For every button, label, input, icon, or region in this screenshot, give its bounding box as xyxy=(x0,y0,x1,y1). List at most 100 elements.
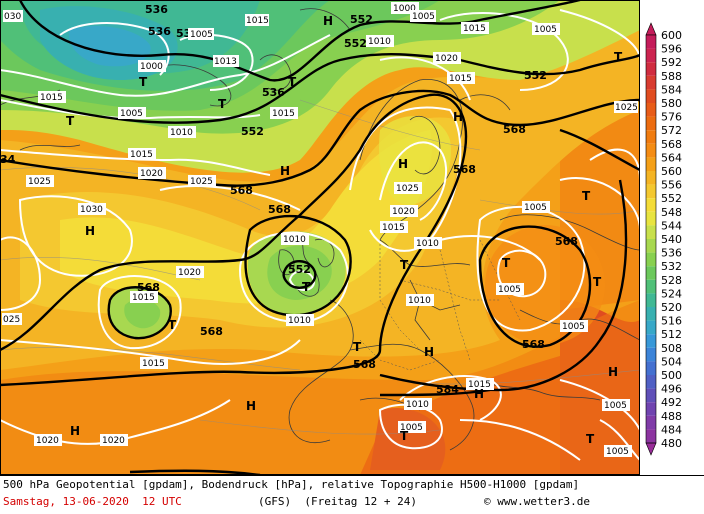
pressure-label: 1015 xyxy=(132,293,155,303)
legend-value: 544 xyxy=(661,219,682,232)
geopotential-label: 568 xyxy=(268,203,291,216)
legend-frame xyxy=(645,34,657,444)
pressure-label: 1005 xyxy=(120,109,143,119)
pressure-label: 1020 xyxy=(36,436,59,446)
low-marker: T xyxy=(586,432,595,446)
pressure-label: 1005 xyxy=(562,322,585,332)
legend-value: 580 xyxy=(661,97,682,110)
legend-value: 536 xyxy=(661,247,682,260)
pressure-label: 1030 xyxy=(80,205,103,215)
pressure-label: 1020 xyxy=(435,54,458,64)
geopotential-label: 568 xyxy=(555,235,578,248)
legend-swatch xyxy=(646,402,656,416)
pressure-label: 1005 xyxy=(412,12,435,22)
low-marker: T xyxy=(582,189,591,203)
legend-value: 520 xyxy=(661,301,682,314)
legend-swatch xyxy=(646,239,656,253)
legend-swatch xyxy=(646,48,656,63)
legend-swatch xyxy=(646,103,656,117)
low-marker: T xyxy=(302,280,311,294)
legend-swatch xyxy=(646,307,656,321)
legend-value: 532 xyxy=(661,260,682,273)
weather-map: 536 536 536 536 552 552 552 552 568 568 … xyxy=(0,0,640,475)
geopotential-label: 552 xyxy=(524,69,547,82)
caption-bar: 500 hPa Geopotential [gpdam], Bodendruck… xyxy=(0,475,704,514)
pressure-label: 1015 xyxy=(468,380,491,390)
legend-value: 488 xyxy=(661,410,682,423)
pressure-label: 1025 xyxy=(190,177,213,187)
legend-value: 500 xyxy=(661,369,682,382)
low-marker: T xyxy=(218,97,227,111)
legend-swatch xyxy=(646,252,656,267)
high-marker: H xyxy=(280,164,290,178)
pressure-label: 1015 xyxy=(40,93,63,103)
legend-arrow-bottom xyxy=(645,442,657,456)
legend-value: 540 xyxy=(661,233,682,246)
legend-swatch xyxy=(646,211,656,226)
legend-swatch xyxy=(646,388,656,403)
pressure-label: 1005 xyxy=(606,447,629,457)
low-marker: T xyxy=(593,275,602,289)
legend-swatch xyxy=(646,184,656,199)
edge-label: 34 xyxy=(0,153,16,166)
pressure-label: 1010 xyxy=(406,400,429,410)
legend-value: 592 xyxy=(661,56,682,69)
legend-value: 588 xyxy=(661,70,682,83)
legend-swatch xyxy=(646,116,656,131)
legend-value: 556 xyxy=(661,179,682,192)
high-marker: H xyxy=(323,14,333,28)
low-marker: T xyxy=(288,75,297,89)
geopotential-label: 552 xyxy=(344,37,367,50)
geopotential-label: 568 xyxy=(503,123,526,136)
high-marker: H xyxy=(70,424,80,438)
legend-swatch xyxy=(646,320,656,335)
caption-line: 500 hPa Geopotential [gpdam], Bodendruck… xyxy=(3,478,580,491)
legend-value: 508 xyxy=(661,342,682,355)
pressure-label: 1005 xyxy=(524,203,547,213)
pressure-label: 1020 xyxy=(102,436,125,446)
legend-swatch xyxy=(646,375,656,389)
pressure-label: 1015 xyxy=(246,16,269,26)
legend-value: 504 xyxy=(661,355,682,368)
legend-value: 524 xyxy=(661,287,682,300)
legend-swatch xyxy=(646,130,656,144)
pressure-label: 1010 xyxy=(408,296,431,306)
legend-swatch xyxy=(646,429,656,443)
pressure-label: 1000 xyxy=(393,4,416,14)
legend-swatch xyxy=(646,143,656,158)
legend-swatch xyxy=(646,225,656,239)
geopotential-label: 568 xyxy=(230,184,253,197)
geopotential-label: 568 xyxy=(200,325,223,338)
pressure-label: 1015 xyxy=(272,109,295,119)
legend-arrow-top xyxy=(645,22,657,36)
legend-value: 548 xyxy=(661,206,682,219)
low-marker: T xyxy=(139,75,148,89)
legend-value: 552 xyxy=(661,192,682,205)
pressure-label: 1020 xyxy=(140,169,163,179)
legend-swatch xyxy=(646,279,656,294)
legend-value: 600 xyxy=(661,29,682,42)
legend-swatch xyxy=(646,266,656,280)
pressure-label: 1005 xyxy=(534,25,557,35)
legend-swatch xyxy=(646,62,656,76)
copyright: © www.wetter3.de xyxy=(484,495,590,508)
pressure-label: 1005 xyxy=(604,401,627,411)
pressure-label: 1010 xyxy=(283,235,306,245)
legend-value: 564 xyxy=(661,151,682,164)
low-marker: T xyxy=(614,50,623,64)
legend-value: 572 xyxy=(661,124,682,137)
geopotential-label: 536 xyxy=(145,3,168,16)
geopotential-label: 568 xyxy=(522,338,545,351)
legend-swatch xyxy=(646,415,656,430)
pressure-label: 1020 xyxy=(178,268,201,278)
geopotential-label: 584 xyxy=(436,383,459,396)
pressure-label: 1005 xyxy=(190,30,213,40)
geopotential-label: 536 xyxy=(262,86,285,99)
legend-value: 480 xyxy=(661,437,682,450)
pressure-label: 1013 xyxy=(214,57,237,67)
legend-scale: 6005965925885845805765725685645605565525… xyxy=(645,22,682,456)
pressure-label: 1005 xyxy=(498,285,521,295)
high-marker: H xyxy=(424,345,434,359)
legend-swatch xyxy=(646,334,656,348)
pressure-label: 1005 xyxy=(400,423,423,433)
